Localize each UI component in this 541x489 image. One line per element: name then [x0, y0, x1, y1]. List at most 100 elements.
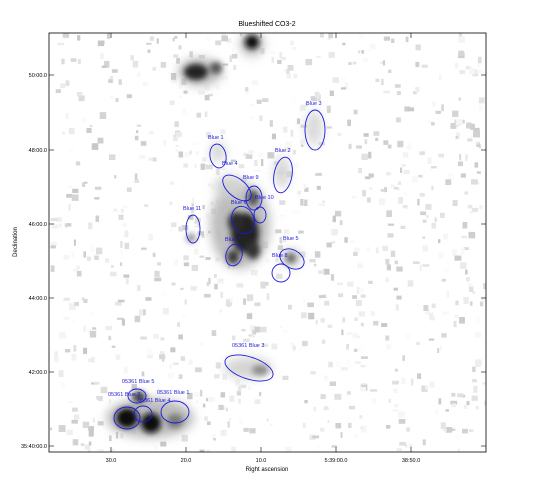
noise-pixel: [100, 53, 104, 60]
noise-pixel: [148, 157, 153, 161]
noise-pixel: [346, 87, 353, 91]
noise-pixel: [431, 122, 435, 126]
noise-pixel: [210, 434, 216, 438]
noise-pixel: [358, 50, 361, 54]
noise-pixel: [249, 103, 255, 107]
noise-pixel: [381, 78, 384, 86]
noise-pixel: [457, 161, 463, 167]
noise-pixel: [148, 233, 153, 241]
noise-pixel: [156, 388, 163, 393]
noise-pixel: [341, 329, 344, 336]
x-tick-label: 10.0: [256, 458, 267, 464]
noise-pixel: [341, 367, 348, 371]
noise-pixel: [174, 121, 179, 128]
noise-pixel: [292, 149, 296, 155]
noise-pixel: [439, 345, 442, 351]
noise-pixel: [81, 297, 85, 301]
noise-pixel: [339, 220, 343, 226]
noise-pixel: [267, 152, 275, 159]
noise-pixel: [374, 313, 379, 318]
noise-pixel: [91, 143, 99, 150]
noise-pixel: [104, 60, 110, 68]
noise-pixel: [59, 223, 62, 228]
noise-pixel: [245, 153, 253, 159]
noise-pixel: [261, 159, 264, 166]
noise-pixel: [123, 367, 128, 374]
noise-pixel: [441, 278, 446, 282]
noise-pixel: [405, 36, 409, 43]
noise-pixel: [101, 65, 107, 68]
noise-pixel: [219, 309, 222, 313]
noise-pixel: [358, 311, 366, 317]
region-label-blue-10: Blue 10: [255, 195, 274, 201]
noise-pixel: [187, 342, 194, 345]
noise-pixel: [266, 293, 270, 301]
noise-pixel: [460, 173, 466, 178]
noise-pixel: [221, 76, 229, 80]
noise-pixel: [81, 117, 86, 123]
noise-pixel: [329, 381, 336, 386]
noise-pixel: [458, 33, 462, 40]
noise-pixel: [328, 51, 335, 58]
noise-pixel: [86, 128, 92, 133]
region-ellipse-blue-8: [271, 263, 291, 283]
noise-pixel: [401, 377, 406, 385]
noise-pixel: [438, 153, 444, 158]
noise-pixel: [62, 382, 66, 389]
noise-pixel: [471, 207, 479, 212]
region-ellipse-blue-1: [209, 143, 227, 169]
noise-pixel: [310, 96, 317, 102]
noise-pixel: [125, 278, 129, 285]
noise-pixel: [346, 360, 352, 367]
noise-pixel: [177, 322, 180, 327]
noise-pixel: [331, 445, 338, 448]
noise-pixel: [194, 114, 198, 121]
noise-pixel: [314, 91, 320, 98]
noise-pixel: [251, 80, 259, 86]
noise-pixel: [298, 348, 301, 355]
noise-pixel: [180, 186, 188, 194]
noise-pixel: [320, 394, 326, 400]
noise-pixel: [458, 36, 465, 43]
noise-pixel: [314, 263, 317, 267]
region-ellipse-05361-blue-5: [127, 388, 147, 404]
noise-pixel: [397, 140, 404, 148]
noise-pixel: [400, 225, 406, 229]
noise-pixel: [215, 85, 220, 90]
noise-pixel: [100, 386, 108, 394]
noise-pixel: [161, 292, 167, 296]
noise-pixel: [455, 433, 461, 439]
noise-pixel: [348, 143, 352, 150]
y-axis-label: Declination: [13, 227, 19, 257]
noise-pixel: [445, 427, 453, 433]
noise-pixel: [355, 300, 362, 306]
noise-pixel: [456, 132, 460, 139]
noise-pixel: [136, 124, 142, 127]
noise-pixel: [435, 110, 441, 114]
noise-pixel: [469, 211, 474, 214]
noise-pixel: [458, 50, 464, 56]
noise-pixel: [438, 251, 444, 259]
noise-pixel: [271, 56, 275, 63]
noise-pixel: [337, 60, 341, 64]
noise-pixel: [291, 96, 297, 102]
noise-pixel: [440, 212, 445, 218]
noise-pixel: [454, 326, 460, 330]
noise-pixel: [391, 38, 395, 43]
noise-pixel: [369, 43, 376, 50]
noise-pixel: [202, 157, 207, 162]
noise-pixel: [318, 295, 326, 299]
noise-pixel: [192, 142, 198, 145]
noise-pixel: [183, 255, 189, 261]
noise-pixel: [481, 296, 486, 302]
noise-pixel: [142, 309, 146, 316]
noise-pixel: [300, 124, 308, 128]
noise-pixel: [468, 231, 476, 239]
noise-pixel: [77, 35, 81, 41]
noise-pixel: [170, 73, 177, 80]
noise-pixel: [114, 175, 117, 179]
noise-pixel: [469, 135, 473, 138]
noise-pixel: [144, 394, 151, 398]
noise-pixel: [68, 185, 72, 188]
noise-pixel: [194, 392, 200, 397]
